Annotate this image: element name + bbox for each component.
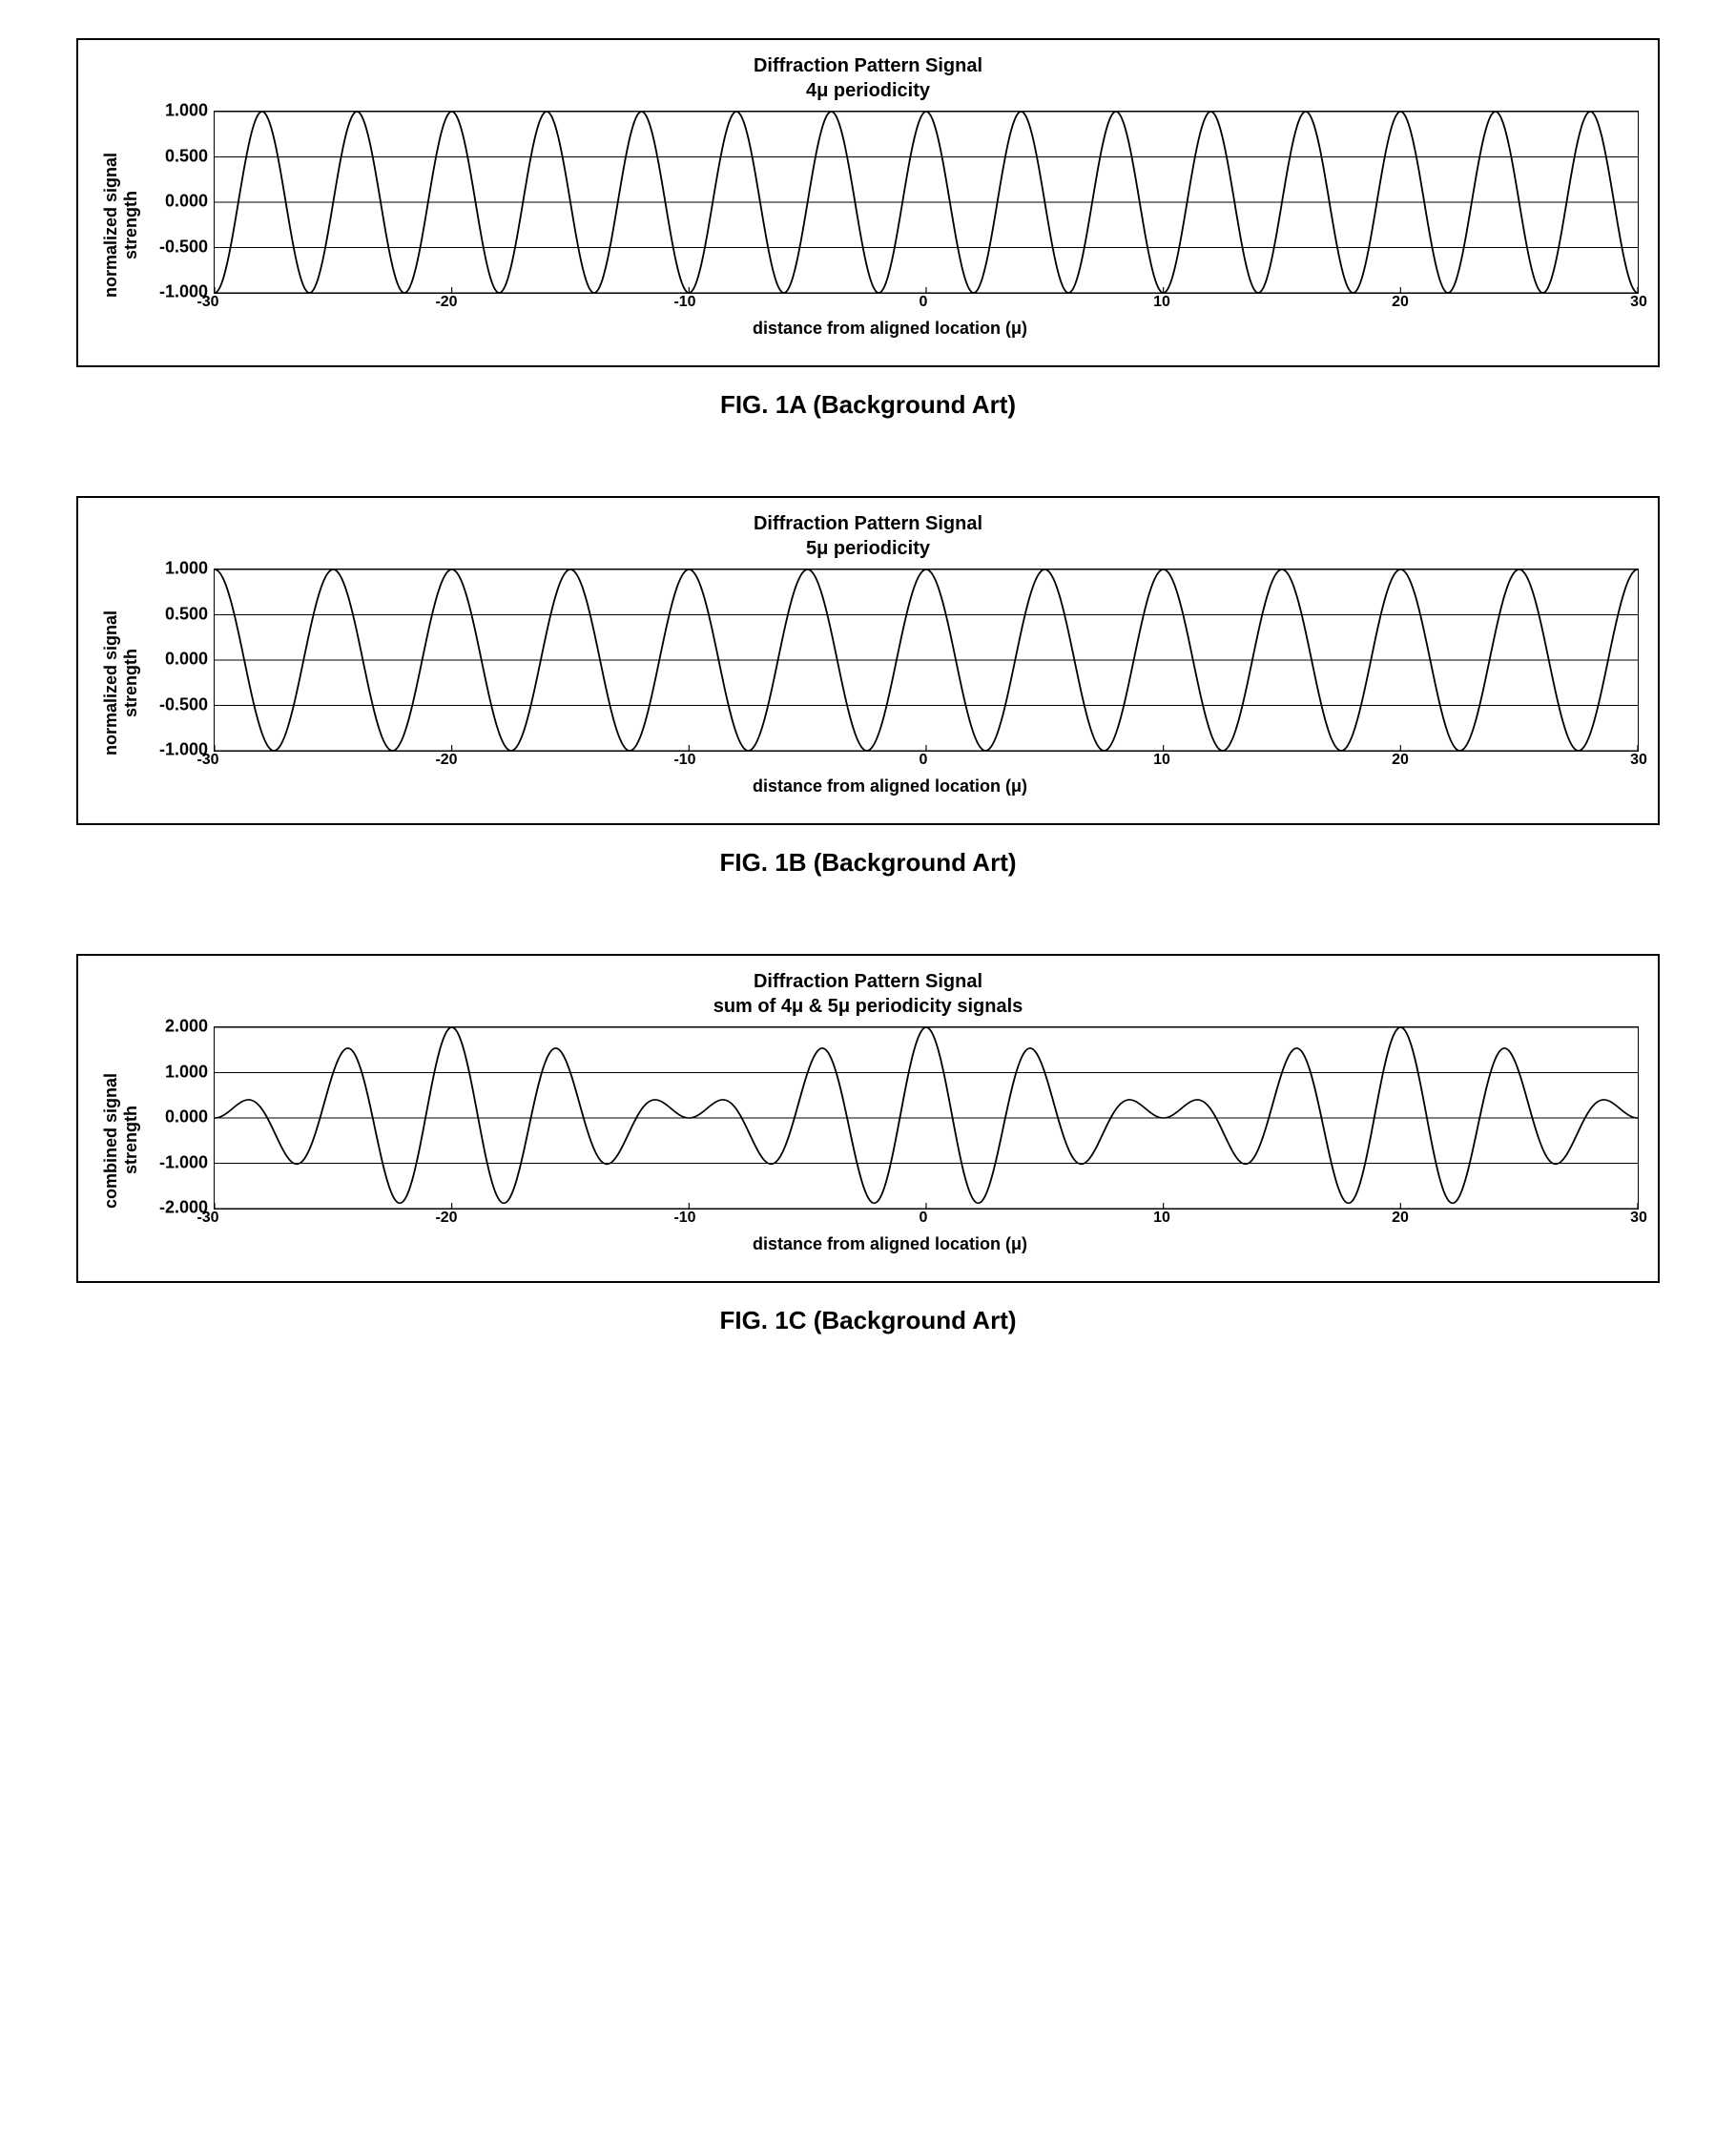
x-tick-wrap: -30-20-100102030 (141, 752, 1639, 775)
plot-column: 1.0000.5000.000-0.500-1.000-30-20-100102… (141, 569, 1639, 796)
chart-panel: Diffraction Pattern Signalsum of 4μ & 5μ… (76, 954, 1660, 1283)
x-tick-label: -20 (435, 294, 457, 311)
x-tick-label: -30 (196, 1210, 218, 1227)
x-tick-label: 10 (1153, 752, 1170, 769)
y-tick-label: 2.000 (165, 1017, 208, 1037)
x-tick-label: 10 (1153, 1210, 1170, 1227)
x-tick-wrap: -30-20-100102030 (141, 1210, 1639, 1232)
y-tick-label: -0.500 (159, 237, 208, 257)
plot-row: 2.0001.0000.000-1.000-2.000 (141, 1026, 1639, 1210)
figure-caption: FIG. 1C (Background Art) (76, 1306, 1660, 1335)
figures-root: Diffraction Pattern Signal4μ periodicity… (76, 38, 1660, 1335)
y-axis-label: combined signalstrength (97, 1026, 141, 1254)
x-tick-label: 30 (1630, 752, 1647, 769)
plot-svg (214, 111, 1639, 294)
x-tick-label: 30 (1630, 1210, 1647, 1227)
chart-area: normalized signalstrength1.0000.5000.000… (97, 569, 1639, 796)
x-tick-wrap: -30-20-100102030 (141, 294, 1639, 317)
figure-caption: FIG. 1A (Background Art) (76, 390, 1660, 420)
figure-caption: FIG. 1B (Background Art) (76, 848, 1660, 878)
chart-title-line2: sum of 4μ & 5μ periodicity signals (97, 994, 1639, 1019)
chart-panel: Diffraction Pattern Signal5μ periodicity… (76, 496, 1660, 825)
x-tick-label: 30 (1630, 294, 1647, 311)
chart-title-line2: 5μ periodicity (97, 536, 1639, 561)
x-tick-label: -30 (196, 294, 218, 311)
y-tick-label: 1.000 (165, 559, 208, 579)
plot-svg (214, 1026, 1639, 1210)
x-tick-label: -30 (196, 752, 218, 769)
plot-svg (214, 569, 1639, 752)
x-tick-label: 20 (1392, 752, 1409, 769)
x-tick-inner: -30-20-100102030 (208, 1210, 1639, 1232)
x-tick-inner: -30-20-100102030 (208, 752, 1639, 775)
chart-panel: Diffraction Pattern Signal4μ periodicity… (76, 38, 1660, 367)
chart-title: Diffraction Pattern Signalsum of 4μ & 5μ… (97, 969, 1639, 1019)
chart-title-line1: Diffraction Pattern Signal (97, 511, 1639, 536)
plot-column: 1.0000.5000.000-0.500-1.000-30-20-100102… (141, 111, 1639, 339)
x-tick-label: 0 (920, 1210, 928, 1227)
chart-title-line1: Diffraction Pattern Signal (97, 53, 1639, 78)
y-tick-labels: 2.0001.0000.000-1.000-2.000 (141, 1026, 214, 1208)
chart-title: Diffraction Pattern Signal5μ periodicity (97, 511, 1639, 561)
plot-row: 1.0000.5000.000-0.500-1.000 (141, 569, 1639, 752)
y-tick-label: -0.500 (159, 694, 208, 714)
x-tick-label: -20 (435, 752, 457, 769)
x-tick-label: -10 (673, 294, 695, 311)
chart-title: Diffraction Pattern Signal4μ periodicity (97, 53, 1639, 103)
y-tick-labels: 1.0000.5000.000-0.500-1.000 (141, 111, 214, 292)
y-tick-label: 1.000 (165, 1062, 208, 1082)
x-tick-label: 0 (920, 752, 928, 769)
x-tick-label: -20 (435, 1210, 457, 1227)
y-tick-label: 0.000 (165, 650, 208, 670)
x-tick-label: 20 (1392, 1210, 1409, 1227)
chart-area: normalized signalstrength1.0000.5000.000… (97, 111, 1639, 339)
chart-title-line1: Diffraction Pattern Signal (97, 969, 1639, 994)
x-tick-label: 10 (1153, 294, 1170, 311)
signal-curve (215, 1027, 1638, 1203)
plot-row: 1.0000.5000.000-0.500-1.000 (141, 111, 1639, 294)
x-tick-label: -10 (673, 1210, 695, 1227)
y-tick-label: 0.500 (165, 146, 208, 166)
x-axis-label: distance from aligned location (μ) (141, 1234, 1639, 1254)
x-tick-inner: -30-20-100102030 (208, 294, 1639, 317)
y-axis-label: normalized signalstrength (97, 111, 141, 339)
y-tick-label: 0.000 (165, 1107, 208, 1127)
y-axis-label: normalized signalstrength (97, 569, 141, 796)
chart-title-line2: 4μ periodicity (97, 78, 1639, 103)
figure-block: Diffraction Pattern Signal5μ periodicity… (76, 496, 1660, 878)
x-tick-label: -10 (673, 752, 695, 769)
y-tick-labels: 1.0000.5000.000-0.500-1.000 (141, 569, 214, 750)
x-axis-label: distance from aligned location (μ) (141, 776, 1639, 796)
x-axis-label: distance from aligned location (μ) (141, 319, 1639, 339)
y-tick-label: -1.000 (159, 1152, 208, 1172)
y-tick-label: 0.500 (165, 604, 208, 624)
x-tick-label: 20 (1392, 294, 1409, 311)
x-tick-label: 0 (920, 294, 928, 311)
figure-block: Diffraction Pattern Signal4μ periodicity… (76, 38, 1660, 420)
plot-column: 2.0001.0000.000-1.000-2.000-30-20-100102… (141, 1026, 1639, 1254)
chart-area: combined signalstrength2.0001.0000.000-1… (97, 1026, 1639, 1254)
y-tick-label: 1.000 (165, 101, 208, 121)
figure-block: Diffraction Pattern Signalsum of 4μ & 5μ… (76, 954, 1660, 1335)
y-tick-label: 0.000 (165, 192, 208, 212)
